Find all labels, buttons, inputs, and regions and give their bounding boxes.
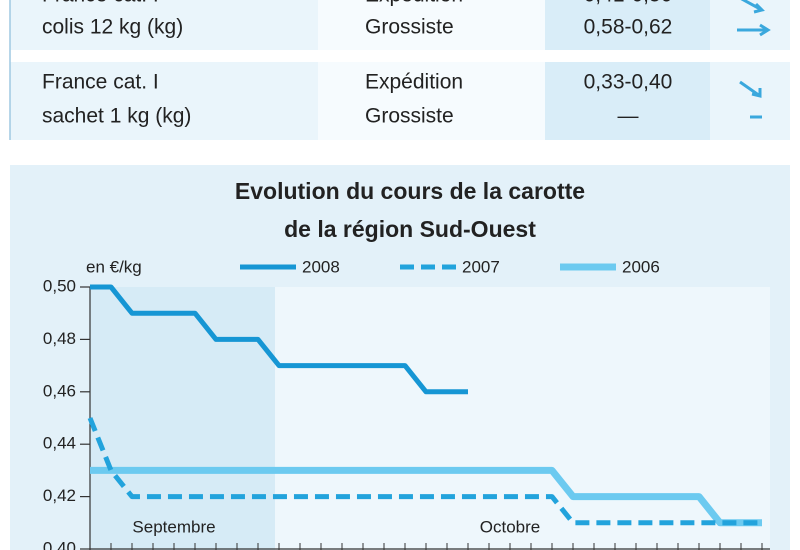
series-line — [90, 466, 762, 527]
trend-arrow — [740, 0, 765, 14]
row-separator — [10, 50, 790, 62]
table-cell: France cat. I — [42, 71, 159, 94]
y-tick-label: 0,46 — [43, 381, 76, 400]
y-tick-label: 0,48 — [43, 329, 76, 348]
table-cell: colis 12 kg (kg) — [42, 16, 183, 39]
y-axis-label: en €/kg — [86, 257, 142, 276]
table-cell: sachet 1 kg (kg) — [42, 105, 191, 128]
y-tick-label: 0,42 — [43, 486, 76, 505]
series-line — [90, 284, 468, 395]
y-tick-label: 0,44 — [43, 434, 76, 453]
x-tick-label: Octobre — [480, 517, 540, 536]
table-cell: France cat. I — [42, 0, 159, 7]
table-cell: 0,41-0,50 — [584, 0, 673, 7]
table-cell: Grossiste — [365, 16, 454, 39]
legend-label: 2006 — [622, 257, 660, 276]
table-cell: Grossiste — [365, 105, 454, 128]
table-cell: 0,33-0,40 — [584, 71, 673, 94]
trend-arrow — [739, 80, 762, 98]
table-cell: Expédition — [365, 0, 463, 7]
table-cell: Expédition — [365, 71, 463, 94]
chart-title: Evolution du cours de la carotte — [235, 178, 585, 204]
series-line — [87, 417, 762, 526]
plot: 0,40 0,42 0,44 0,46 0,48 0,50 Septembre Octobre — [43, 276, 763, 550]
table-col-bg — [318, 0, 545, 140]
legend-label: 2008 — [302, 257, 340, 276]
september-band — [90, 287, 275, 550]
trend-arrow — [737, 23, 771, 37]
y-tick-label: 0,50 — [43, 276, 76, 295]
table-cell: 0,58-0,62 — [584, 16, 673, 39]
chart-title: de la région Sud-Ouest — [284, 216, 536, 242]
table-cell: — — [618, 105, 639, 128]
y-tick-label: 0,40 — [43, 538, 76, 550]
legend-label: 2007 — [462, 257, 500, 276]
x-tick-label: Septembre — [132, 517, 215, 536]
table-col-bg — [545, 0, 710, 140]
